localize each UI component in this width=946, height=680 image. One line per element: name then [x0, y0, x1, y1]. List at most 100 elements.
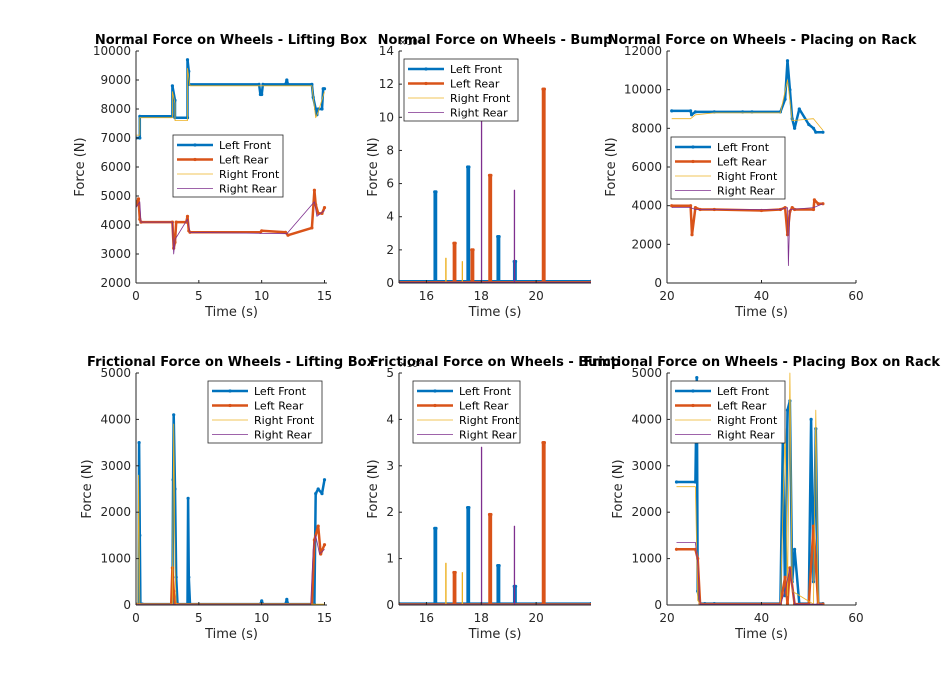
legend-label-lr: Left Rear	[459, 400, 509, 413]
y-tick-label: 0	[386, 598, 394, 612]
x-axis-label: Time (s)	[204, 305, 258, 320]
data-point	[497, 564, 501, 568]
data-point	[322, 206, 327, 210]
data-point	[809, 417, 813, 421]
y-tick-label: 3000	[631, 459, 662, 473]
data-point	[674, 547, 679, 551]
y-tick-label: 4000	[100, 218, 131, 232]
data-point	[693, 110, 698, 114]
series-group	[136, 413, 327, 605]
y-tick-label: 14	[379, 44, 394, 58]
legend-label-rr: Right Rear	[219, 183, 277, 196]
y-tick-label: 12000	[624, 44, 662, 58]
data-point	[320, 492, 324, 496]
legend-label-rf: Right Front	[717, 414, 778, 427]
legend-label-lr: Left Rear	[450, 78, 500, 91]
legend-marker	[691, 145, 695, 149]
series-line-rr	[676, 542, 823, 605]
y-tick-label: 10000	[93, 44, 131, 58]
data-point	[783, 97, 787, 101]
data-point	[285, 597, 289, 602]
data-point	[695, 376, 699, 380]
x-tick-label: 18	[474, 611, 489, 625]
y-tick-label: 1000	[100, 552, 131, 566]
x-axis-label: Time (s)	[734, 627, 788, 642]
y-tick-label: 4000	[100, 412, 131, 426]
data-point	[453, 241, 457, 245]
y-tick-label: 5000	[100, 189, 131, 203]
y-tick-label: 2000	[631, 237, 662, 251]
legend-marker	[228, 389, 232, 393]
data-point	[316, 487, 320, 491]
legend-marker	[691, 389, 695, 393]
data-point	[185, 58, 190, 62]
series-line-rr	[671, 203, 824, 267]
data-point	[316, 524, 320, 528]
series-group	[399, 87, 591, 283]
y-tick-label: 6	[386, 177, 394, 191]
y-tick-label: 0	[654, 276, 662, 290]
data-point	[690, 113, 694, 117]
data-point	[260, 92, 264, 97]
series-line-rr	[136, 201, 325, 255]
y-tick-label: 4000	[631, 199, 662, 213]
data-point	[812, 198, 817, 202]
data-point	[261, 82, 265, 86]
chart-title: Frictional Force on Wheels - Lifting Box	[87, 355, 376, 370]
series-line-rr	[399, 120, 591, 283]
data-point	[689, 204, 693, 208]
chart-title: Normal Force on Wheels - Lifting Box	[95, 33, 368, 48]
data-point	[811, 207, 816, 212]
data-point	[285, 78, 289, 82]
y-tick-label: 2000	[631, 505, 662, 519]
y-tick-label: 1	[386, 552, 394, 566]
y-tick-label: 2	[386, 243, 394, 257]
data-point	[170, 84, 174, 88]
x-tick-label: 60	[848, 289, 863, 303]
y-exponent-label: ×10⁵	[399, 360, 422, 370]
data-point	[322, 87, 327, 91]
data-point	[674, 480, 679, 484]
x-tick-label: 20	[529, 289, 544, 303]
data-point	[793, 547, 797, 551]
y-tick-label: 2000	[100, 505, 131, 519]
data-point	[283, 82, 288, 86]
subplot-1: 0 5 10 15 2000 3000 4000 5000 6000 7000 8000 9000 10…	[73, 33, 368, 320]
legend-label-lf: Left Front	[254, 385, 307, 398]
y-axis-label: Force (N)	[366, 459, 381, 518]
x-tick-label: 20	[659, 611, 674, 625]
legend-label-rf: Right Front	[459, 414, 520, 427]
chart-title: Normal Force on Wheels - Placing on Rack	[608, 33, 917, 48]
data-point	[138, 136, 142, 140]
data-point	[286, 82, 290, 86]
data-point	[821, 202, 825, 206]
data-point	[137, 441, 141, 445]
series-group	[399, 441, 591, 605]
data-point	[693, 206, 698, 210]
series-group	[674, 372, 825, 605]
data-point	[471, 248, 475, 252]
data-point	[814, 130, 818, 134]
data-point	[322, 478, 327, 482]
legend-label-lr: Left Rear	[717, 400, 767, 413]
y-tick-label: 6000	[100, 160, 131, 174]
y-tick-label: 8000	[100, 102, 131, 116]
y-tick-label: 9000	[100, 73, 131, 87]
x-tick-label: 60	[848, 611, 863, 625]
x-tick-label: 40	[754, 289, 769, 303]
legend-label-rf: Right Front	[254, 414, 315, 427]
data-point	[690, 233, 694, 237]
x-tick-label: 20	[659, 289, 674, 303]
x-axis-label: Time (s)	[734, 305, 788, 320]
y-tick-label: 5	[386, 366, 394, 380]
y-tick-label: 8000	[631, 121, 662, 135]
data-point	[172, 413, 176, 417]
data-point	[797, 107, 801, 111]
legend-marker	[193, 157, 197, 162]
y-exponent-label: ×10⁵	[399, 38, 422, 48]
y-tick-label: 3000	[100, 247, 131, 261]
legend-label-rr: Right Rear	[717, 185, 775, 198]
legend-label-rr: Right Rear	[459, 429, 517, 442]
